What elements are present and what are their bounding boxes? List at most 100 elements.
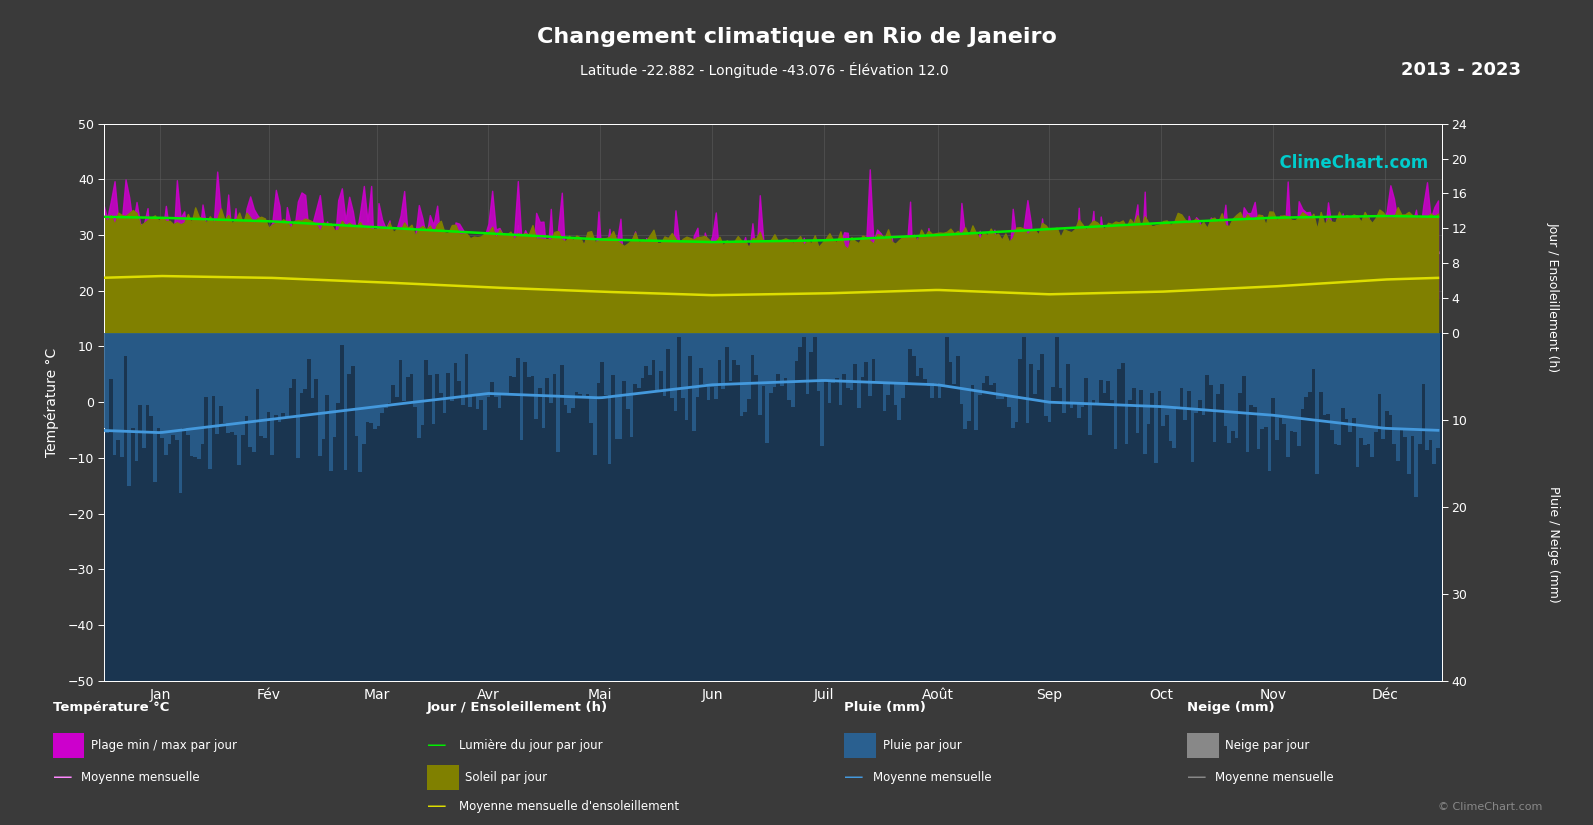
Bar [1136, 332, 1139, 433]
Bar [135, 332, 139, 460]
Text: —: — [427, 736, 446, 756]
Bar [1150, 332, 1153, 394]
Bar [666, 332, 671, 349]
Bar [223, 332, 226, 423]
Bar [1220, 332, 1223, 384]
Bar [911, 332, 916, 356]
Bar [1279, 332, 1282, 417]
Bar [347, 332, 350, 374]
Bar [1051, 332, 1055, 387]
Bar [1319, 332, 1322, 392]
Bar [1392, 332, 1395, 444]
Bar [959, 332, 964, 404]
Bar [1437, 332, 1440, 448]
Bar [623, 332, 626, 380]
Bar [984, 332, 989, 376]
Bar [1403, 332, 1407, 437]
Text: ClimeChart.com: ClimeChart.com [1268, 154, 1429, 172]
Bar [508, 332, 513, 376]
Bar [542, 332, 545, 428]
Bar [581, 332, 586, 398]
Text: Pluie / Neige (mm): Pluie / Neige (mm) [1547, 486, 1560, 603]
Bar [1274, 332, 1279, 440]
Bar [527, 332, 530, 377]
Bar [1176, 332, 1179, 408]
Bar [699, 332, 703, 368]
Bar [417, 332, 421, 438]
Bar [824, 332, 828, 380]
Bar [1300, 332, 1305, 409]
Bar [964, 332, 967, 429]
Bar [967, 332, 970, 422]
Bar [336, 332, 339, 403]
Bar [992, 332, 996, 384]
Bar [1026, 332, 1029, 423]
Bar [1077, 332, 1080, 418]
Bar [868, 332, 871, 396]
Bar [1260, 332, 1263, 429]
Bar [1172, 332, 1176, 448]
Bar [1384, 332, 1389, 412]
Bar [838, 332, 843, 405]
Bar [139, 332, 142, 405]
Bar [660, 332, 663, 370]
Bar [857, 332, 860, 408]
Bar [472, 332, 476, 394]
Bar [688, 332, 691, 356]
Text: Moyenne mensuelle: Moyenne mensuelle [81, 771, 199, 784]
Bar [311, 332, 314, 398]
Bar [229, 332, 234, 432]
Bar [156, 332, 161, 427]
Text: ClimeChart.com: ClimeChart.com [116, 608, 277, 626]
Bar [288, 332, 293, 389]
Bar [1305, 332, 1308, 397]
Text: Température °C: Température °C [53, 701, 169, 714]
Bar [355, 332, 358, 436]
Bar [303, 332, 307, 389]
Bar [403, 332, 406, 401]
Bar [204, 332, 209, 398]
Text: Pluie par jour: Pluie par jour [883, 739, 961, 752]
Bar [615, 332, 618, 439]
Bar [237, 332, 241, 465]
Bar [886, 332, 890, 395]
Bar [1426, 332, 1429, 450]
Bar [854, 332, 857, 364]
Bar [1231, 332, 1235, 431]
Bar [1000, 332, 1004, 399]
Bar [725, 332, 728, 347]
Bar [421, 332, 424, 425]
Bar [119, 332, 124, 457]
Bar [1043, 332, 1048, 416]
Text: Neige (mm): Neige (mm) [1187, 701, 1274, 714]
Bar [449, 332, 454, 400]
Bar [897, 332, 902, 420]
Bar [497, 332, 502, 408]
Bar [398, 332, 403, 360]
Bar [344, 332, 347, 470]
Bar [1252, 332, 1257, 408]
Text: Soleil par jour: Soleil par jour [465, 771, 548, 784]
Bar [787, 332, 792, 400]
Bar [116, 332, 119, 440]
Bar [457, 332, 460, 381]
Bar [384, 332, 387, 408]
Bar [792, 332, 795, 407]
Bar [468, 332, 472, 407]
Bar [1400, 332, 1403, 430]
Bar [663, 332, 666, 397]
Bar [640, 332, 644, 378]
Bar [747, 332, 750, 399]
Bar [1294, 332, 1297, 431]
Bar [1117, 332, 1121, 369]
Bar [358, 332, 362, 472]
Bar [381, 332, 384, 413]
Bar [245, 332, 249, 416]
Bar [538, 332, 542, 388]
Bar [879, 332, 883, 382]
Bar [373, 332, 376, 429]
Bar [1395, 332, 1400, 461]
Bar [1271, 332, 1274, 398]
Bar [871, 332, 875, 359]
Bar [750, 332, 753, 355]
